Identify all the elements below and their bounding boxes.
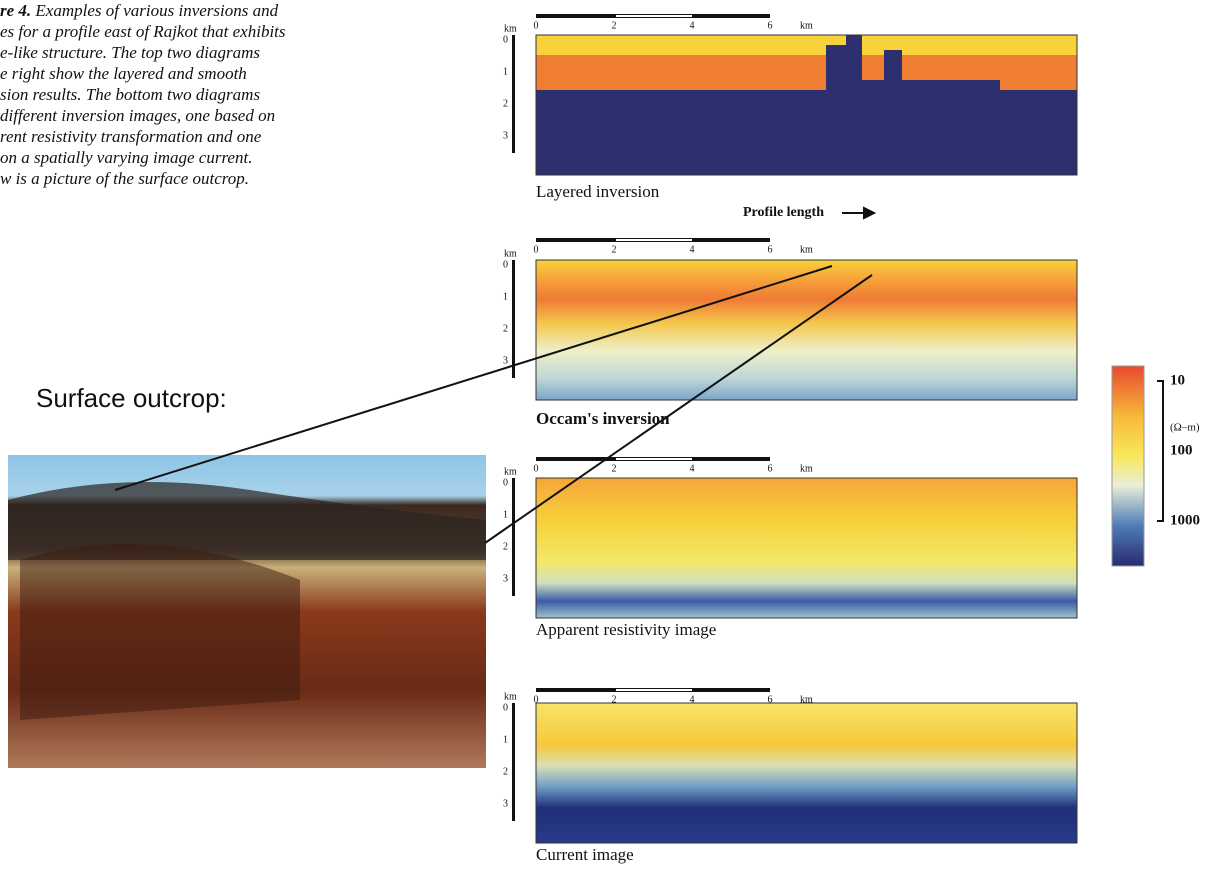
layer-top bbox=[536, 35, 1077, 55]
scale-tick: 2 bbox=[612, 694, 617, 705]
panel-label: Layered inversion bbox=[536, 182, 660, 201]
figure-label: re 4. bbox=[0, 1, 31, 20]
depth-tick: 0 bbox=[503, 34, 508, 45]
caption-line: different inversion images, one based on bbox=[0, 106, 275, 125]
scale-bar-gap bbox=[616, 458, 692, 460]
image-panel bbox=[536, 260, 1077, 400]
depth-tick: 3 bbox=[503, 798, 508, 809]
caption-text: rent resistivity transformation and one bbox=[0, 127, 262, 146]
depth-tick: 1 bbox=[503, 734, 508, 745]
depth-tick: 2 bbox=[503, 766, 508, 777]
scale-bar-gap bbox=[616, 239, 692, 241]
scale-tick: 0 bbox=[534, 20, 539, 31]
depth-tick: 3 bbox=[503, 355, 508, 366]
caption-text: sion results. The bottom two diagrams bbox=[0, 85, 260, 104]
scale-tick: 2 bbox=[612, 20, 617, 31]
scale-tick: 4 bbox=[690, 463, 695, 474]
scale-tick: 6 bbox=[768, 694, 773, 705]
depth-tick: 0 bbox=[503, 477, 508, 488]
scale-tick: 0 bbox=[534, 694, 539, 705]
caption-line: rent resistivity transformation and one bbox=[0, 127, 262, 146]
caption-text: e right show the layered and smooth bbox=[0, 64, 247, 83]
depth-tick: 2 bbox=[503, 323, 508, 334]
panel-frame bbox=[535, 34, 1078, 176]
depth-unit: km bbox=[504, 691, 517, 702]
profile-arrow bbox=[842, 206, 877, 220]
depth-tick: 1 bbox=[503, 509, 508, 520]
caption-text: on a spatially varying image current. bbox=[0, 148, 252, 167]
depth-tick: 2 bbox=[503, 98, 508, 109]
scale-tick: 2 bbox=[612, 463, 617, 474]
caption-text: es for a profile east of Rajkot that exh… bbox=[0, 22, 286, 41]
colorbar-tick: 100 bbox=[1170, 442, 1193, 458]
panel-frame bbox=[535, 259, 1078, 401]
depth-tick: 0 bbox=[503, 259, 508, 270]
depth-tick: 1 bbox=[503, 291, 508, 302]
scale-tick: 0 bbox=[534, 244, 539, 255]
caption: re 4. Examples of various inversions and… bbox=[0, 1, 286, 188]
colorbar-labels: 10 100 1000 (Ω–m) bbox=[1170, 372, 1200, 528]
scale-tick: 2 bbox=[612, 244, 617, 255]
colorbar-tick: 10 bbox=[1170, 372, 1185, 388]
depth-tick: 3 bbox=[503, 573, 508, 584]
scale-bar-gap bbox=[616, 689, 692, 691]
scale-tick: 4 bbox=[690, 244, 695, 255]
panel-label: Occam's inversion bbox=[536, 409, 670, 428]
caption-line: e right show the layered and smooth bbox=[0, 64, 247, 83]
caption-text: w is a picture of the surface outcrop. bbox=[0, 169, 249, 188]
scale-unit: km bbox=[800, 244, 813, 255]
scale-unit: km bbox=[800, 463, 813, 474]
panel-frame bbox=[535, 477, 1078, 619]
caption-line: re 4. Examples of various inversions and bbox=[0, 1, 279, 20]
scale-tick: 4 bbox=[690, 694, 695, 705]
scale-tick: 0 bbox=[534, 463, 539, 474]
depth-bar bbox=[512, 35, 515, 153]
scale-tick: 6 bbox=[768, 244, 773, 255]
caption-line: es for a profile east of Rajkot that exh… bbox=[0, 22, 286, 41]
layer-intrusion bbox=[826, 35, 1000, 175]
caption-text: e-like structure. The top two diagrams bbox=[0, 43, 260, 62]
panel-label: Apparent resistivity image bbox=[536, 620, 716, 639]
caption-text: different inversion images, one based on bbox=[0, 106, 275, 125]
pointer-line bbox=[484, 274, 873, 544]
depth-unit: km bbox=[504, 23, 517, 34]
scale-tick: 6 bbox=[768, 20, 773, 31]
depth-bar bbox=[512, 703, 515, 821]
depth-unit: km bbox=[504, 466, 517, 477]
caption-line: w is a picture of the surface outcrop. bbox=[0, 169, 249, 188]
scale-unit: km bbox=[800, 694, 813, 705]
depth-unit: km bbox=[504, 248, 517, 259]
photo-shadow bbox=[20, 544, 300, 720]
caption-line: e-like structure. The top two diagrams bbox=[0, 43, 260, 62]
depth-tick: 1 bbox=[503, 66, 508, 77]
caption-text: Examples of various inversions and bbox=[31, 1, 278, 20]
scale-tick: 6 bbox=[768, 463, 773, 474]
depth-tick: 0 bbox=[503, 702, 508, 713]
image-panel bbox=[536, 703, 1077, 843]
photo-rocks bbox=[8, 482, 486, 560]
colorbar-tick: 1000 bbox=[1170, 512, 1200, 528]
depth-bar bbox=[512, 478, 515, 596]
panel-label: Current image bbox=[536, 845, 634, 864]
caption-line: sion results. The bottom two diagrams bbox=[0, 85, 260, 104]
caption-line: on a spatially varying image current. bbox=[0, 148, 252, 167]
pointer-line bbox=[114, 265, 833, 491]
profile-length: Profile length bbox=[743, 205, 824, 220]
depth-tick: 2 bbox=[503, 541, 508, 552]
depth-bar bbox=[512, 260, 515, 378]
image-panel bbox=[536, 478, 1077, 618]
scale-unit: km bbox=[800, 20, 813, 31]
scale-bar-gap bbox=[616, 15, 692, 17]
colorbar-unit: (Ω–m) bbox=[1170, 422, 1200, 434]
depth-tick: 3 bbox=[503, 130, 508, 141]
colorbar bbox=[1111, 365, 1145, 567]
panel-frame bbox=[535, 702, 1078, 844]
scale-tick: 4 bbox=[690, 20, 695, 31]
outcrop-title: Surface outcrop: bbox=[36, 383, 227, 413]
colorbar-bracket bbox=[1157, 380, 1164, 522]
